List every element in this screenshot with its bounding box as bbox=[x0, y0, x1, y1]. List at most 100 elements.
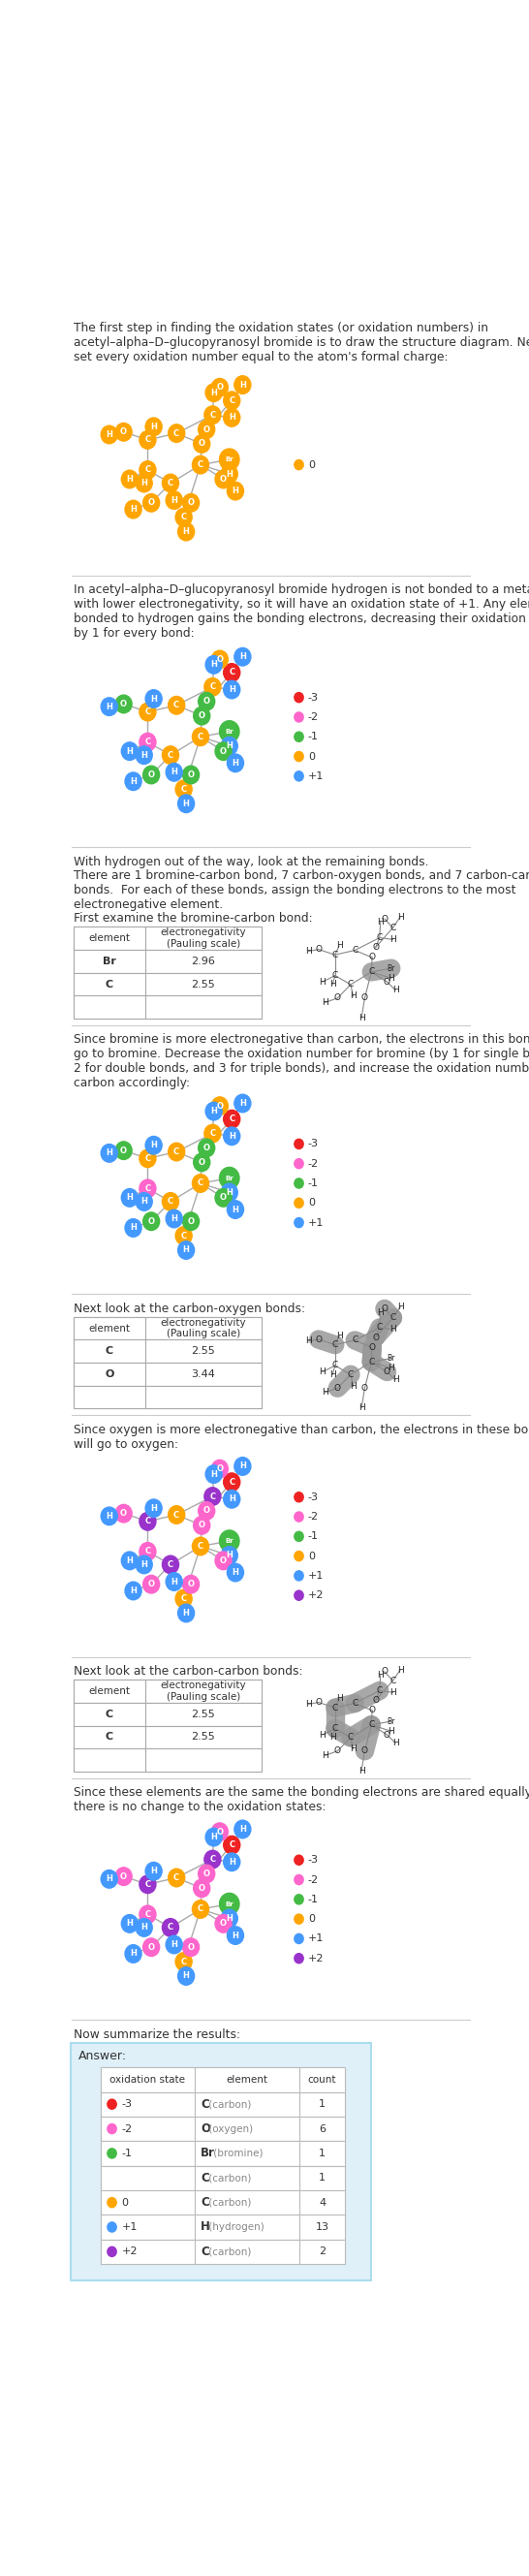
Circle shape bbox=[224, 1128, 240, 1146]
Text: C: C bbox=[197, 1180, 204, 1188]
Text: O: O bbox=[372, 1695, 379, 1705]
Text: Since these elements are the same the bonding electrons are shared equally, and
: Since these elements are the same the bo… bbox=[74, 1785, 529, 1814]
Circle shape bbox=[295, 1533, 304, 1540]
Text: C: C bbox=[197, 1904, 204, 1914]
Text: H: H bbox=[130, 1950, 136, 1958]
Text: H: H bbox=[232, 487, 239, 495]
Bar bbox=[74, 927, 261, 1018]
Text: element: element bbox=[88, 1687, 130, 1695]
Text: Br: Br bbox=[200, 2146, 215, 2159]
Text: +1: +1 bbox=[308, 1935, 324, 1942]
Text: H: H bbox=[171, 1577, 177, 1587]
Circle shape bbox=[136, 747, 152, 765]
Text: C: C bbox=[368, 1358, 375, 1365]
Circle shape bbox=[295, 1218, 304, 1229]
Bar bbox=[74, 1386, 145, 1409]
Circle shape bbox=[192, 1538, 209, 1556]
Text: H: H bbox=[322, 1752, 329, 1759]
Text: H: H bbox=[130, 778, 136, 786]
Text: C: C bbox=[181, 1595, 187, 1602]
Text: O: O bbox=[216, 654, 223, 665]
Circle shape bbox=[176, 781, 192, 799]
Text: O: O bbox=[216, 1466, 223, 1473]
Circle shape bbox=[166, 492, 183, 510]
Circle shape bbox=[295, 1198, 304, 1208]
Text: H: H bbox=[239, 1463, 246, 1471]
Circle shape bbox=[178, 1605, 194, 1623]
Circle shape bbox=[125, 1582, 142, 1600]
Text: C: C bbox=[145, 1154, 151, 1162]
Text: O: O bbox=[384, 976, 390, 987]
Text: O: O bbox=[384, 1731, 390, 1739]
Bar bbox=[195, 2141, 299, 2166]
Text: Br: Br bbox=[225, 1175, 234, 1180]
Text: C: C bbox=[377, 933, 382, 943]
Text: C: C bbox=[174, 430, 179, 438]
Circle shape bbox=[295, 1177, 304, 1188]
Text: -1: -1 bbox=[308, 1893, 318, 1904]
Text: C: C bbox=[181, 786, 187, 793]
Circle shape bbox=[168, 1868, 185, 1886]
Circle shape bbox=[198, 1502, 215, 1520]
Circle shape bbox=[295, 1139, 304, 1149]
Text: C: C bbox=[377, 1324, 382, 1332]
Circle shape bbox=[140, 1180, 156, 1198]
Text: H: H bbox=[392, 1376, 398, 1383]
Circle shape bbox=[212, 1097, 228, 1115]
Text: C: C bbox=[197, 461, 204, 469]
Circle shape bbox=[121, 1914, 138, 1932]
Text: O: O bbox=[334, 1383, 341, 1394]
Text: 2: 2 bbox=[318, 2246, 326, 2257]
Text: H: H bbox=[358, 1767, 364, 1775]
Bar bbox=[145, 1316, 261, 1340]
Circle shape bbox=[194, 1517, 210, 1535]
Circle shape bbox=[295, 1855, 304, 1865]
Text: -1: -1 bbox=[308, 732, 318, 742]
Circle shape bbox=[221, 1182, 238, 1200]
Text: 0: 0 bbox=[308, 752, 315, 762]
Text: O: O bbox=[198, 1159, 205, 1167]
Text: C: C bbox=[332, 971, 338, 979]
Text: 1: 1 bbox=[319, 2174, 325, 2182]
Text: 2.55: 2.55 bbox=[191, 1710, 215, 1718]
Text: H: H bbox=[106, 1875, 113, 1883]
Circle shape bbox=[140, 1512, 156, 1530]
Text: H: H bbox=[226, 469, 233, 479]
Text: C: C bbox=[197, 1543, 204, 1551]
Text: C: C bbox=[174, 1510, 179, 1520]
Circle shape bbox=[101, 425, 117, 443]
Text: H: H bbox=[350, 1381, 357, 1391]
Circle shape bbox=[168, 1144, 185, 1162]
Text: O: O bbox=[120, 1510, 127, 1517]
Circle shape bbox=[224, 1473, 240, 1492]
Text: C: C bbox=[145, 466, 151, 474]
Text: H: H bbox=[141, 1198, 148, 1206]
Text: H: H bbox=[377, 1672, 384, 1680]
Text: C: C bbox=[209, 1128, 215, 1139]
Text: H: H bbox=[389, 1687, 396, 1698]
Circle shape bbox=[145, 1136, 162, 1154]
Text: 0: 0 bbox=[308, 1198, 315, 1208]
Bar bbox=[74, 1749, 145, 1772]
Circle shape bbox=[121, 1551, 138, 1569]
Text: C: C bbox=[200, 2197, 209, 2208]
Circle shape bbox=[143, 1213, 160, 1231]
Text: H: H bbox=[106, 1512, 113, 1520]
Text: -2: -2 bbox=[308, 1159, 318, 1170]
Text: C: C bbox=[200, 2097, 209, 2110]
Text: C: C bbox=[168, 1198, 174, 1206]
Text: O: O bbox=[148, 1942, 154, 1953]
Text: O: O bbox=[203, 1144, 210, 1151]
Circle shape bbox=[183, 495, 199, 513]
Circle shape bbox=[198, 1865, 215, 1883]
Text: electronegativity
(Pauling scale): electronegativity (Pauling scale) bbox=[160, 1319, 246, 1340]
Circle shape bbox=[295, 1935, 304, 1945]
Circle shape bbox=[204, 677, 221, 696]
Text: Br: Br bbox=[387, 1716, 395, 1726]
Text: C: C bbox=[105, 1347, 113, 1355]
Text: (carbon): (carbon) bbox=[205, 2197, 251, 2208]
Circle shape bbox=[221, 737, 238, 755]
Circle shape bbox=[234, 1821, 251, 1839]
Circle shape bbox=[166, 1571, 183, 1589]
Text: C: C bbox=[390, 1677, 396, 1685]
